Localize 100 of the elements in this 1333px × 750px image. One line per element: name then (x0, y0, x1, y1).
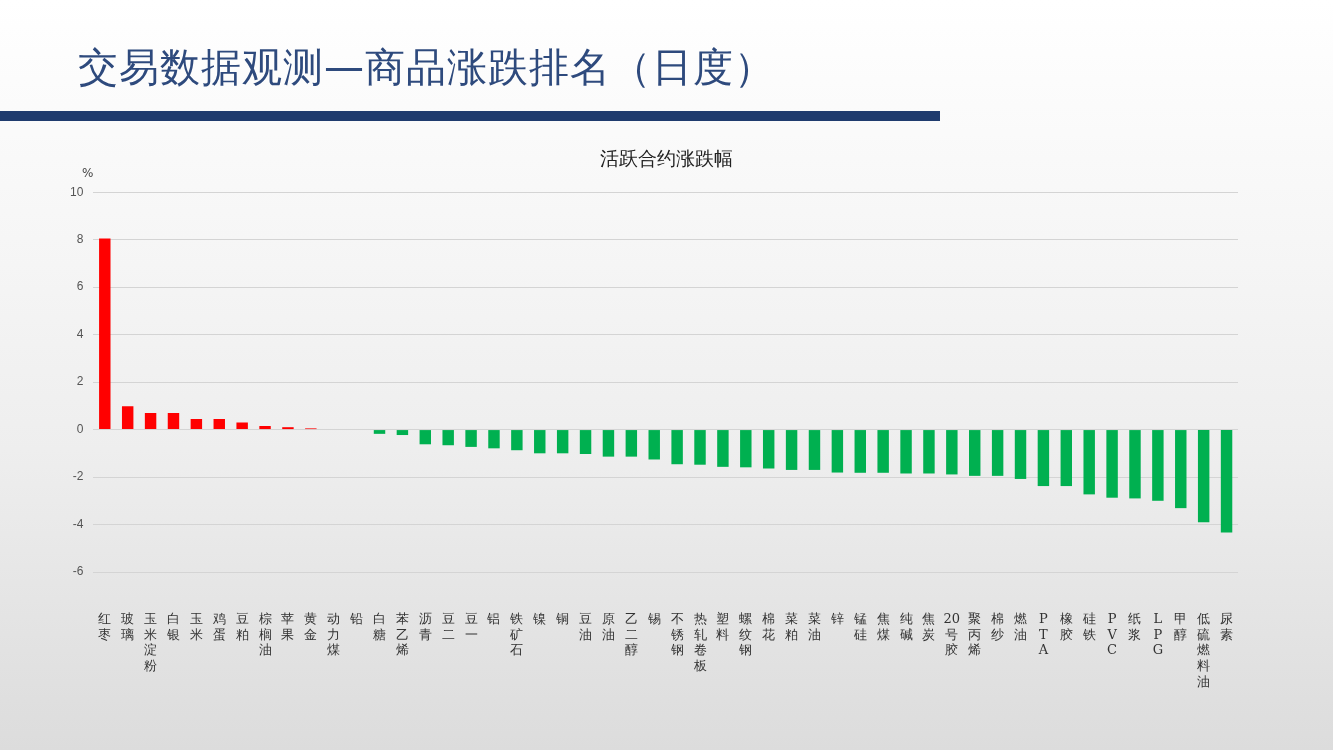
bar (946, 430, 958, 475)
bar (602, 430, 615, 457)
x-tick-label: 纸浆 (1128, 611, 1142, 642)
y-tick-label: -4 (72, 516, 84, 531)
y-tick-label: 4 (76, 326, 84, 341)
bar (396, 430, 409, 436)
x-tick-label: 苯乙烯 (395, 611, 409, 658)
bar (762, 430, 775, 469)
chart-title: 交易数据观测—商品涨跌排名（日度） (78, 43, 775, 92)
bar (465, 430, 477, 447)
bar (419, 430, 432, 445)
bar (877, 430, 889, 473)
x-tick-label: 玻璃 (121, 611, 135, 642)
x-tick-label: 铜 (555, 611, 570, 627)
x-tick-label: 白糖 (373, 611, 387, 642)
bar (99, 238, 111, 430)
x-tick-label: LPG (1152, 611, 1164, 658)
x-tick-label: 低硫燃料油 (1197, 611, 1211, 689)
bar (923, 430, 935, 474)
x-tick-label: 豆油 (579, 611, 593, 642)
x-tick-label: 白银 (165, 611, 180, 642)
bar (1220, 430, 1233, 533)
x-tick-label: 棕榈油 (258, 611, 272, 658)
x-tick-label: 焦煤 (876, 611, 890, 642)
y-tick-label: 6 (76, 279, 84, 294)
x-tick-label: 原油 (601, 611, 615, 642)
x-tick-label: 铁矿石 (509, 611, 524, 658)
bar (1106, 430, 1118, 498)
bar (144, 412, 157, 430)
bar (625, 430, 638, 457)
x-tick-label: 黄金 (304, 611, 318, 642)
bar (373, 430, 386, 434)
bar (121, 406, 134, 430)
x-tick-label: 菜油 (807, 611, 821, 642)
y-tick-label: -2 (72, 469, 84, 484)
bar (1175, 430, 1187, 509)
y-tick-label: 8 (76, 231, 84, 246)
bar (167, 412, 180, 430)
bar (534, 430, 546, 454)
bar (556, 430, 569, 454)
bar (1037, 430, 1050, 487)
bar (488, 430, 500, 449)
bar (648, 430, 660, 460)
bar (808, 430, 821, 470)
y-axis-title: % (82, 166, 94, 180)
x-tick-label: 燃油 (1014, 611, 1028, 642)
bar (442, 430, 454, 446)
x-tick-label: 聚丙烯 (968, 611, 982, 658)
bar (190, 418, 203, 430)
x-tick-label: 锡 (646, 611, 661, 627)
bar (694, 430, 706, 465)
bar (236, 422, 248, 430)
x-tick-label: 玉米淀粉 (144, 611, 158, 673)
x-tick-label: 红枣 (98, 611, 112, 642)
x-tick-label: 乙二醇 (624, 611, 638, 658)
bar (900, 430, 912, 474)
bar (579, 430, 592, 455)
x-tick-label: 沥青 (418, 611, 432, 642)
x-tick-label: 菜粕 (785, 611, 799, 642)
x-tick-label: 玉米 (189, 611, 203, 642)
bar (969, 430, 981, 476)
x-tick-label: 热轧卷板 (692, 611, 707, 673)
bar (1060, 430, 1073, 487)
bar (511, 430, 523, 451)
x-tick-label: 锌 (829, 611, 844, 627)
x-tick-label: 焦炭 (922, 611, 936, 642)
bar (671, 430, 683, 465)
x-tick-label: 铝 (486, 611, 501, 627)
x-tick-label: 动力煤 (327, 611, 341, 658)
bar (1152, 430, 1164, 501)
bar (213, 418, 225, 430)
bar (740, 430, 752, 468)
x-tick-label: 塑料 (716, 611, 730, 642)
bar (1197, 430, 1210, 523)
y-tick-label: 10 (69, 184, 84, 199)
bar (831, 430, 844, 473)
y-tick-label: 0 (76, 421, 84, 436)
bar (991, 430, 1004, 476)
x-tick-label: 棉纱 (991, 611, 1005, 642)
bar (259, 426, 271, 430)
x-tick-label: 棉花 (762, 611, 776, 642)
x-tick-label: 纯碱 (899, 611, 913, 642)
x-tick-label: 鸡蛋 (211, 611, 226, 642)
x-tick-label: 铅 (349, 611, 364, 627)
x-tick-label: 20号胶 (943, 611, 961, 658)
y-tick-label: -6 (72, 564, 84, 579)
bar (1083, 430, 1095, 495)
chart-subtitle: 活跃合约涨跌幅 (600, 147, 733, 169)
x-tick-label: 苹果 (281, 611, 295, 642)
x-tick-label: 螺纹钢 (738, 611, 753, 658)
bar (1014, 430, 1027, 479)
bar (717, 430, 729, 467)
x-tick-label: PVC (1106, 611, 1118, 658)
x-tick-label: 镍 (532, 611, 547, 627)
x-tick-label: 橡胶 (1059, 611, 1073, 642)
x-tick-label: 豆一 (464, 611, 478, 642)
x-tick-label: 豆粕 (235, 611, 249, 642)
bar (854, 430, 866, 473)
x-tick-label: 甲醇 (1174, 611, 1188, 642)
x-tick-label: 锰硅 (852, 611, 867, 642)
